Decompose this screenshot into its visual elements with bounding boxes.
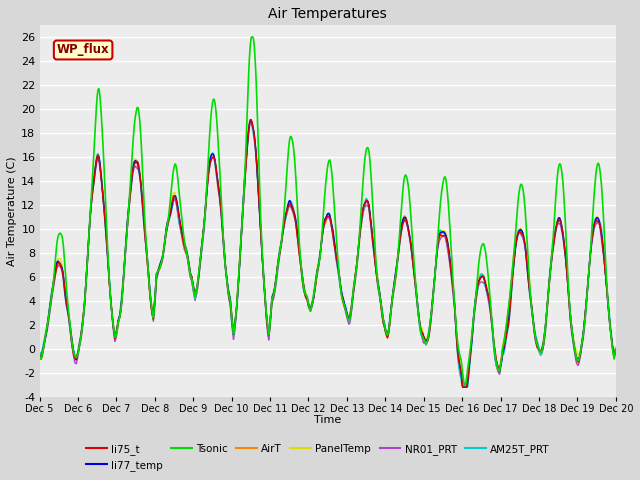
- Legend: li75_t, li77_temp, Tsonic, AirT, PanelTemp, NR01_PRT, AM25T_PRT: li75_t, li77_temp, Tsonic, AirT, PanelTe…: [82, 439, 554, 475]
- Y-axis label: Air Temperature (C): Air Temperature (C): [7, 156, 17, 265]
- Title: Air Temperatures: Air Temperatures: [268, 7, 387, 21]
- X-axis label: Time: Time: [314, 415, 341, 425]
- Text: WP_flux: WP_flux: [57, 44, 109, 57]
